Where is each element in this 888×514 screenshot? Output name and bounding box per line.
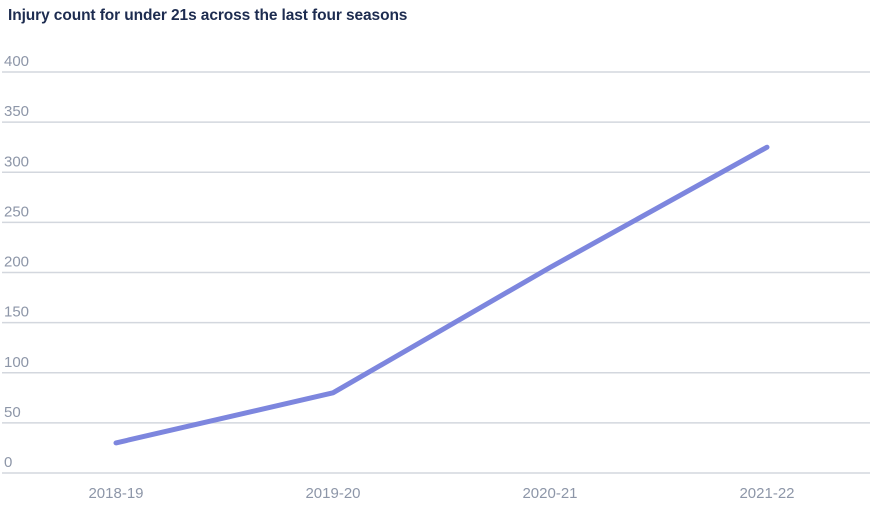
y-axis-tick-label: 300 bbox=[4, 153, 29, 170]
x-axis-tick-label: 2021-22 bbox=[739, 485, 794, 502]
y-axis-tick-label: 100 bbox=[4, 354, 29, 371]
x-axis-tick-label: 2020-21 bbox=[522, 485, 577, 502]
y-axis-tick-label: 50 bbox=[4, 404, 21, 421]
x-axis-tick-label: 2018-19 bbox=[88, 485, 143, 502]
y-axis-tick-label: 400 bbox=[4, 53, 29, 70]
y-axis-tick-label: 150 bbox=[4, 304, 29, 321]
y-axis-tick-label: 350 bbox=[4, 103, 29, 120]
y-axis-tick-label: 0 bbox=[4, 454, 12, 471]
data-line-injury-count bbox=[113, 144, 770, 446]
chart-title: Injury count for under 21s across the la… bbox=[8, 7, 408, 24]
y-axis-tick-label: 250 bbox=[4, 203, 29, 220]
x-axis-tick-label: 2019-20 bbox=[305, 485, 360, 502]
y-axis-tick-label: 200 bbox=[4, 254, 29, 271]
